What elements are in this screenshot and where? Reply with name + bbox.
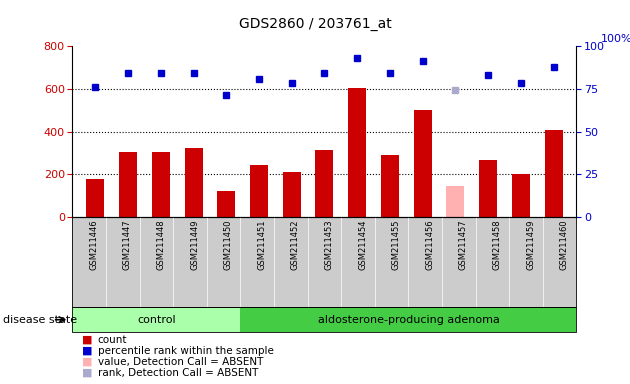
Bar	[316, 150, 333, 217]
Text: GSM211446: GSM211446	[89, 220, 98, 270]
Text: rank, Detection Call = ABSENT: rank, Detection Call = ABSENT	[98, 368, 258, 378]
Text: count: count	[98, 334, 127, 344]
Text: GSM211448: GSM211448	[156, 220, 166, 270]
Text: ■: ■	[82, 368, 93, 378]
Text: GSM211451: GSM211451	[257, 220, 266, 270]
Bar	[152, 152, 170, 217]
Bar	[250, 165, 268, 217]
Bar	[512, 174, 530, 217]
Text: value, Detection Call = ABSENT: value, Detection Call = ABSENT	[98, 357, 263, 367]
Text: GSM211450: GSM211450	[224, 220, 232, 270]
Text: percentile rank within the sample: percentile rank within the sample	[98, 346, 273, 356]
Text: GSM211455: GSM211455	[392, 220, 401, 270]
Text: ■: ■	[82, 334, 93, 344]
Bar	[348, 88, 366, 217]
Text: ■: ■	[82, 346, 93, 356]
Text: GSM211458: GSM211458	[493, 220, 501, 270]
Text: GSM211456: GSM211456	[425, 220, 434, 270]
Text: GSM211459: GSM211459	[526, 220, 535, 270]
Bar	[414, 110, 432, 217]
Bar	[447, 186, 464, 217]
Text: GDS2860 / 203761_at: GDS2860 / 203761_at	[239, 17, 391, 31]
Text: GSM211460: GSM211460	[559, 220, 569, 270]
Bar	[381, 155, 399, 217]
Bar	[185, 147, 202, 217]
Y-axis label: 100%: 100%	[601, 35, 630, 45]
Bar	[86, 179, 105, 217]
Bar	[283, 172, 301, 217]
Bar	[119, 152, 137, 217]
Text: control: control	[137, 314, 176, 325]
Bar	[479, 161, 497, 217]
Text: GSM211452: GSM211452	[291, 220, 300, 270]
Text: GSM211449: GSM211449	[190, 220, 199, 270]
Bar	[544, 131, 563, 217]
Text: GSM211457: GSM211457	[459, 220, 468, 270]
Text: ■: ■	[82, 357, 93, 367]
Text: GSM211447: GSM211447	[123, 220, 132, 270]
Bar	[217, 191, 235, 217]
Text: aldosterone-producing adenoma: aldosterone-producing adenoma	[318, 314, 500, 325]
Text: disease state: disease state	[3, 314, 77, 325]
Text: GSM211453: GSM211453	[324, 220, 333, 270]
Text: GSM211454: GSM211454	[358, 220, 367, 270]
